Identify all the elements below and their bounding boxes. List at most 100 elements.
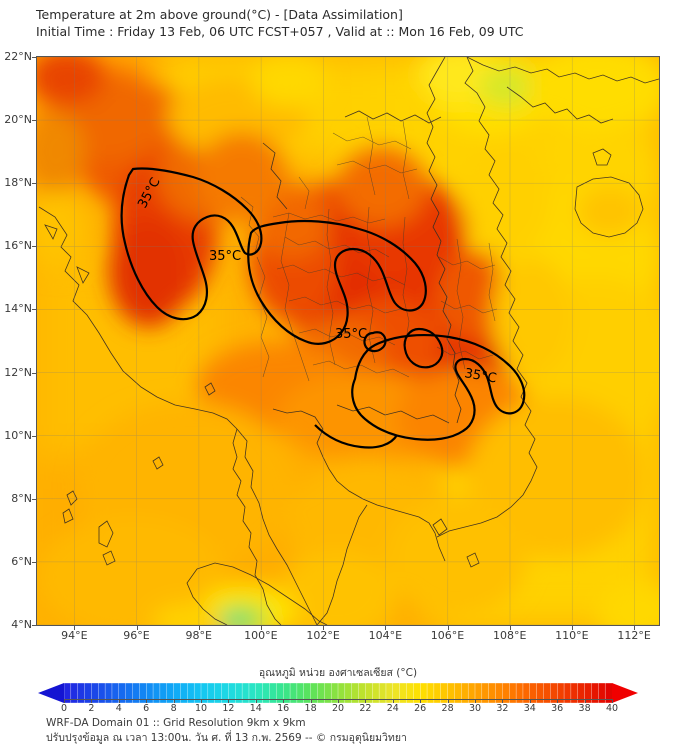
colorbar-cell (207, 682, 216, 704)
colorbar-tick-24: 24 (386, 703, 399, 714)
colorbar-tick-14: 14 (249, 703, 262, 714)
y-tickmark (32, 435, 36, 437)
colorbar-tickmark (228, 699, 230, 703)
colorbar-cell (235, 682, 243, 704)
colorbar-cell (159, 682, 168, 704)
colorbar-cell (461, 682, 469, 704)
colorbar-cell (125, 682, 134, 704)
colorbar-cell (200, 682, 209, 704)
page-subtitle: Initial Time : Friday 13 Feb, 06 UTC FCS… (36, 24, 524, 39)
x-tick-110E: 110°E (555, 629, 589, 642)
colorbar-cell (77, 682, 86, 704)
x-tick-100E: 100°E (244, 629, 278, 642)
colorbar-title: อุณหภูมิ หน่วย องศาเซลเซียส (°C) (258, 667, 418, 679)
x-tick-94E: 94°E (61, 629, 88, 642)
x-tickmark (260, 626, 262, 630)
colorbar-cell (255, 682, 264, 704)
colorbar-tick-20: 20 (331, 703, 345, 714)
colorbar-cell (481, 682, 490, 704)
y-tick-4N: 4°N (11, 618, 32, 631)
x-tickmark (198, 626, 200, 630)
y-tickmark (32, 57, 36, 58)
colorbar-tickmark (365, 699, 367, 703)
colorbar-right-arrow (612, 683, 638, 703)
y-tick-10N: 10°N (4, 428, 32, 442)
colorbar-cell (488, 682, 497, 704)
colorbar-tick-30: 30 (468, 703, 482, 714)
colorbar-cell (98, 682, 106, 704)
y-tick-12N: 12°N (4, 365, 32, 379)
colorbar-tick-40: 40 (605, 703, 619, 714)
colorbar-tick-26: 26 (414, 703, 427, 714)
y-tick-20N: 20°N (4, 113, 32, 127)
colorbar-tickmark (338, 699, 339, 703)
colorbar-cell (262, 682, 271, 704)
colorbar-cell (536, 682, 545, 704)
colorbar-tick-36: 36 (551, 703, 564, 714)
footer-block: WRF-DA Domain 01 :: Grid Resolution 9km … (46, 716, 646, 746)
colorbar-cell (515, 682, 524, 704)
colorbar-tick-22: 22 (359, 703, 372, 714)
colorbar (36, 682, 640, 704)
colorbar-cell (392, 682, 401, 704)
colorbar-tickmark (447, 699, 449, 703)
colorbar-tick-34: 34 (523, 703, 536, 714)
y-tickmark (32, 309, 36, 311)
colorbar-cell (214, 682, 223, 704)
colorbar-cell (132, 682, 140, 704)
y-tick-18N: 18°N (4, 176, 32, 190)
colorbar-tickmark (310, 699, 312, 703)
colorbar-cell (63, 682, 72, 704)
colorbar-cell (378, 682, 387, 704)
y-tick-22N: 22°N (4, 50, 32, 63)
x-tickmark (385, 626, 387, 630)
x-tickmark (509, 626, 511, 630)
page-title: Temperature at 2m above ground(°C) - [Da… (36, 7, 403, 22)
contour-35c-layer (120, 167, 526, 449)
colorbar-tick-6: 6 (143, 703, 150, 714)
colorbar-cell (289, 682, 298, 704)
y-tick-6N: 6°N (11, 554, 32, 568)
colorbar-cell (420, 682, 428, 704)
colorbar-cell (351, 682, 360, 704)
colorbar-tick-32: 32 (496, 703, 509, 714)
colorbar-tick-0: 0 (60, 703, 68, 714)
colorbar-cell (310, 682, 319, 704)
y-tickmark (32, 183, 36, 185)
colorbar-cell (324, 682, 332, 704)
x-tick-104E: 104°E (368, 629, 403, 642)
x-tickmark (136, 626, 138, 630)
colorbar-cell (584, 682, 593, 704)
colorbar-cell (372, 682, 380, 704)
colorbar-tickmark (118, 699, 120, 703)
colorbar-cell (241, 682, 250, 704)
y-tickmark (32, 561, 36, 563)
y-tickmark (32, 372, 36, 374)
colorbar-cell (529, 682, 538, 704)
colorbar-cell (591, 682, 599, 704)
colorbar-cell (146, 682, 154, 704)
colorbar-tickmark (392, 699, 394, 703)
colorbar-cell (337, 682, 346, 704)
colorbar-cell (474, 682, 483, 704)
colorbar-tick-4: 4 (115, 703, 122, 714)
y-tick-14N: 14°N (4, 302, 32, 316)
colorbar-cell (152, 682, 161, 704)
colorbar-cell (317, 682, 325, 704)
y-tickmark (32, 625, 36, 626)
x-tickmark (571, 626, 573, 630)
x-tickmark (323, 626, 325, 630)
x-tick-96E: 96°E (123, 629, 150, 642)
colorbar-tickmark (255, 699, 257, 703)
colorbar-cell (426, 682, 435, 704)
x-tickmark (447, 626, 449, 630)
colorbar-tick-18: 18 (304, 703, 317, 714)
y-tickmark (32, 498, 36, 500)
colorbar-cell (344, 682, 353, 704)
y-tick-8N: 8°N (11, 491, 32, 505)
colorbar-tickmark (173, 699, 175, 703)
colorbar-cell (296, 682, 305, 704)
x-tick-112E: 112°E (617, 629, 651, 642)
colorbar-cell (563, 682, 572, 704)
